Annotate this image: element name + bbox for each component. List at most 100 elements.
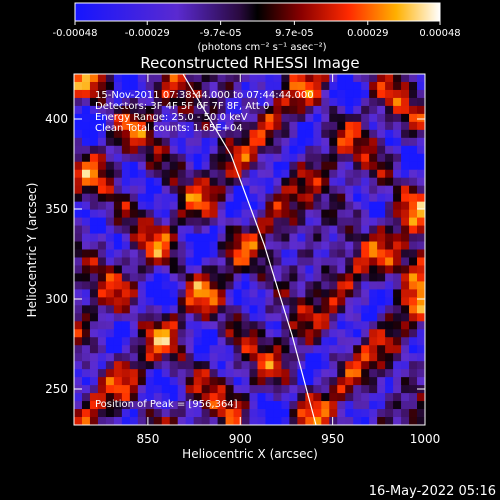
heatmap-cell <box>225 265 235 275</box>
heatmap-cell <box>201 385 211 394</box>
heatmap-cell <box>393 345 402 354</box>
heatmap-cell <box>377 217 386 227</box>
heatmap-cell <box>81 409 91 418</box>
heatmap-cell <box>417 105 425 115</box>
heatmap-cell <box>377 281 386 290</box>
heatmap-cell <box>393 337 402 346</box>
heatmap-cell <box>113 313 123 322</box>
heatmap-cell <box>105 177 115 187</box>
heatmap-cell <box>369 273 378 283</box>
heatmap-cell <box>265 74 275 83</box>
heatmap-cell <box>121 313 131 322</box>
heatmap-cell <box>113 121 123 131</box>
heatmap-cell <box>209 337 219 346</box>
heatmap-cell <box>257 121 267 131</box>
heatmap-cell <box>393 105 402 115</box>
heatmap-cell <box>417 281 425 290</box>
heatmap-cell <box>409 265 418 275</box>
heatmap-cell <box>121 393 131 402</box>
heatmap-cell <box>169 177 179 187</box>
heatmap-cell <box>177 321 187 330</box>
heatmap-cell <box>305 233 314 243</box>
heatmap-cell <box>137 257 147 267</box>
heatmap-cell <box>193 329 203 338</box>
heatmap-cell <box>89 97 99 107</box>
heatmap-cell <box>153 417 163 425</box>
heatmap-cell <box>361 241 370 251</box>
heatmap-cell <box>377 177 386 187</box>
heatmap-cell <box>89 129 99 139</box>
heatmap-cell <box>249 281 259 290</box>
heatmap-cell <box>81 89 91 99</box>
heatmap-cell <box>161 249 171 259</box>
heatmap-cell <box>74 401 83 410</box>
heatmap-cell <box>241 177 251 187</box>
heatmap-cell <box>209 409 219 418</box>
heatmap-cell <box>337 353 346 362</box>
heatmap-cell <box>177 369 187 378</box>
heatmap-cell <box>201 193 211 203</box>
heatmap-cell <box>74 177 83 187</box>
heatmap-cell <box>185 233 195 243</box>
heatmap-cell <box>89 81 99 91</box>
heatmap-cell <box>393 185 402 195</box>
heatmap-cell <box>417 249 425 259</box>
heatmap-cell <box>345 281 354 290</box>
heatmap-cell <box>409 361 418 370</box>
heatmap-cell <box>273 97 283 107</box>
heatmap-cell <box>297 417 306 425</box>
heatmap-cell <box>201 265 211 275</box>
heatmap-cell <box>385 185 394 195</box>
heatmap-cell <box>321 305 330 314</box>
heatmap-cell <box>209 201 219 211</box>
heatmap-cell <box>313 417 322 425</box>
heatmap-cell <box>105 401 115 410</box>
x-axis-label: Heliocentric X (arcsec) <box>182 447 318 461</box>
heatmap-cell <box>377 161 386 171</box>
heatmap-cell <box>321 409 330 418</box>
heatmap-cell <box>297 265 306 275</box>
heatmap-cell <box>249 353 259 362</box>
heatmap-cell <box>409 193 418 203</box>
heatmap-cell <box>217 345 227 354</box>
heatmap-cell <box>209 401 219 410</box>
heatmap-cell <box>321 81 330 91</box>
heatmap-cell <box>97 89 107 99</box>
heatmap-cell <box>265 217 275 227</box>
heatmap-cell <box>369 401 378 410</box>
heatmap-cell <box>225 257 235 267</box>
heatmap-cell <box>361 281 370 290</box>
heatmap-cell <box>329 329 338 338</box>
heatmap-cell <box>177 161 187 171</box>
heatmap-cell <box>89 361 99 370</box>
heatmap-cell <box>353 201 362 211</box>
heatmap-cell <box>161 177 171 187</box>
heatmap-cell <box>249 153 259 163</box>
heatmap-cell <box>249 257 259 267</box>
heatmap-cell <box>153 329 163 338</box>
heatmap-cell <box>249 305 259 314</box>
heatmap-cell <box>74 345 83 354</box>
heatmap-cell <box>225 177 235 187</box>
heatmap-cell <box>169 337 179 346</box>
heatmap-cell <box>393 241 402 251</box>
heatmap-cell <box>145 153 155 163</box>
heatmap-cell <box>257 177 267 187</box>
heatmap-cell <box>361 113 370 123</box>
heatmap-cell <box>137 233 147 243</box>
heatmap-cell <box>169 209 179 219</box>
heatmap-cell <box>233 401 243 410</box>
heatmap-cell <box>217 193 227 203</box>
heatmap-cell <box>161 361 171 370</box>
heatmap-cell <box>313 185 322 195</box>
heatmap-cell <box>297 233 306 243</box>
heatmap-cell <box>305 305 314 314</box>
heatmap-cell <box>401 74 410 83</box>
heatmap-cell <box>305 353 314 362</box>
heatmap-cell <box>217 257 227 267</box>
heatmap-cell <box>113 329 123 338</box>
heatmap-cell <box>105 281 115 290</box>
heatmap-cell <box>361 273 370 283</box>
heatmap-cell <box>177 401 187 410</box>
heatmap-cell <box>401 321 410 330</box>
